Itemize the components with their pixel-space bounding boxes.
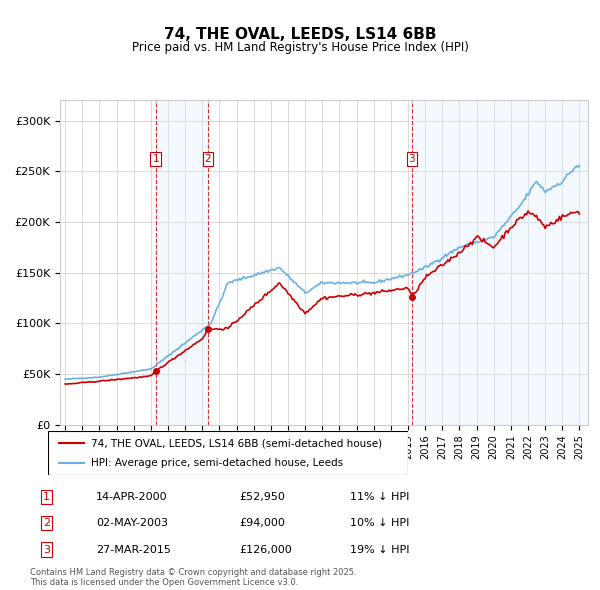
- Text: 14-APR-2000: 14-APR-2000: [96, 492, 168, 502]
- Text: 02-MAY-2003: 02-MAY-2003: [96, 518, 168, 528]
- Text: £52,950: £52,950: [240, 492, 286, 502]
- Text: 74, THE OVAL, LEEDS, LS14 6BB (semi-detached house): 74, THE OVAL, LEEDS, LS14 6BB (semi-deta…: [91, 438, 382, 448]
- Text: Contains HM Land Registry data © Crown copyright and database right 2025.
This d: Contains HM Land Registry data © Crown c…: [30, 568, 356, 587]
- Text: 3: 3: [409, 154, 415, 163]
- Text: 10% ↓ HPI: 10% ↓ HPI: [350, 518, 410, 528]
- Bar: [155, 100, 208, 425]
- Text: Price paid vs. HM Land Registry's House Price Index (HPI): Price paid vs. HM Land Registry's House …: [131, 41, 469, 54]
- Text: 1: 1: [43, 492, 50, 502]
- Text: 1: 1: [152, 154, 159, 163]
- Text: 74, THE OVAL, LEEDS, LS14 6BB: 74, THE OVAL, LEEDS, LS14 6BB: [164, 27, 436, 41]
- Text: £126,000: £126,000: [240, 545, 293, 555]
- Text: 11% ↓ HPI: 11% ↓ HPI: [350, 492, 410, 502]
- Text: £94,000: £94,000: [240, 518, 286, 528]
- Text: 19% ↓ HPI: 19% ↓ HPI: [350, 545, 410, 555]
- Text: 3: 3: [43, 545, 50, 555]
- FancyBboxPatch shape: [48, 431, 408, 475]
- Text: 27-MAR-2015: 27-MAR-2015: [96, 545, 171, 555]
- Bar: [412, 100, 588, 425]
- Text: 2: 2: [205, 154, 211, 163]
- Text: 2: 2: [43, 518, 50, 528]
- Text: HPI: Average price, semi-detached house, Leeds: HPI: Average price, semi-detached house,…: [91, 458, 343, 467]
